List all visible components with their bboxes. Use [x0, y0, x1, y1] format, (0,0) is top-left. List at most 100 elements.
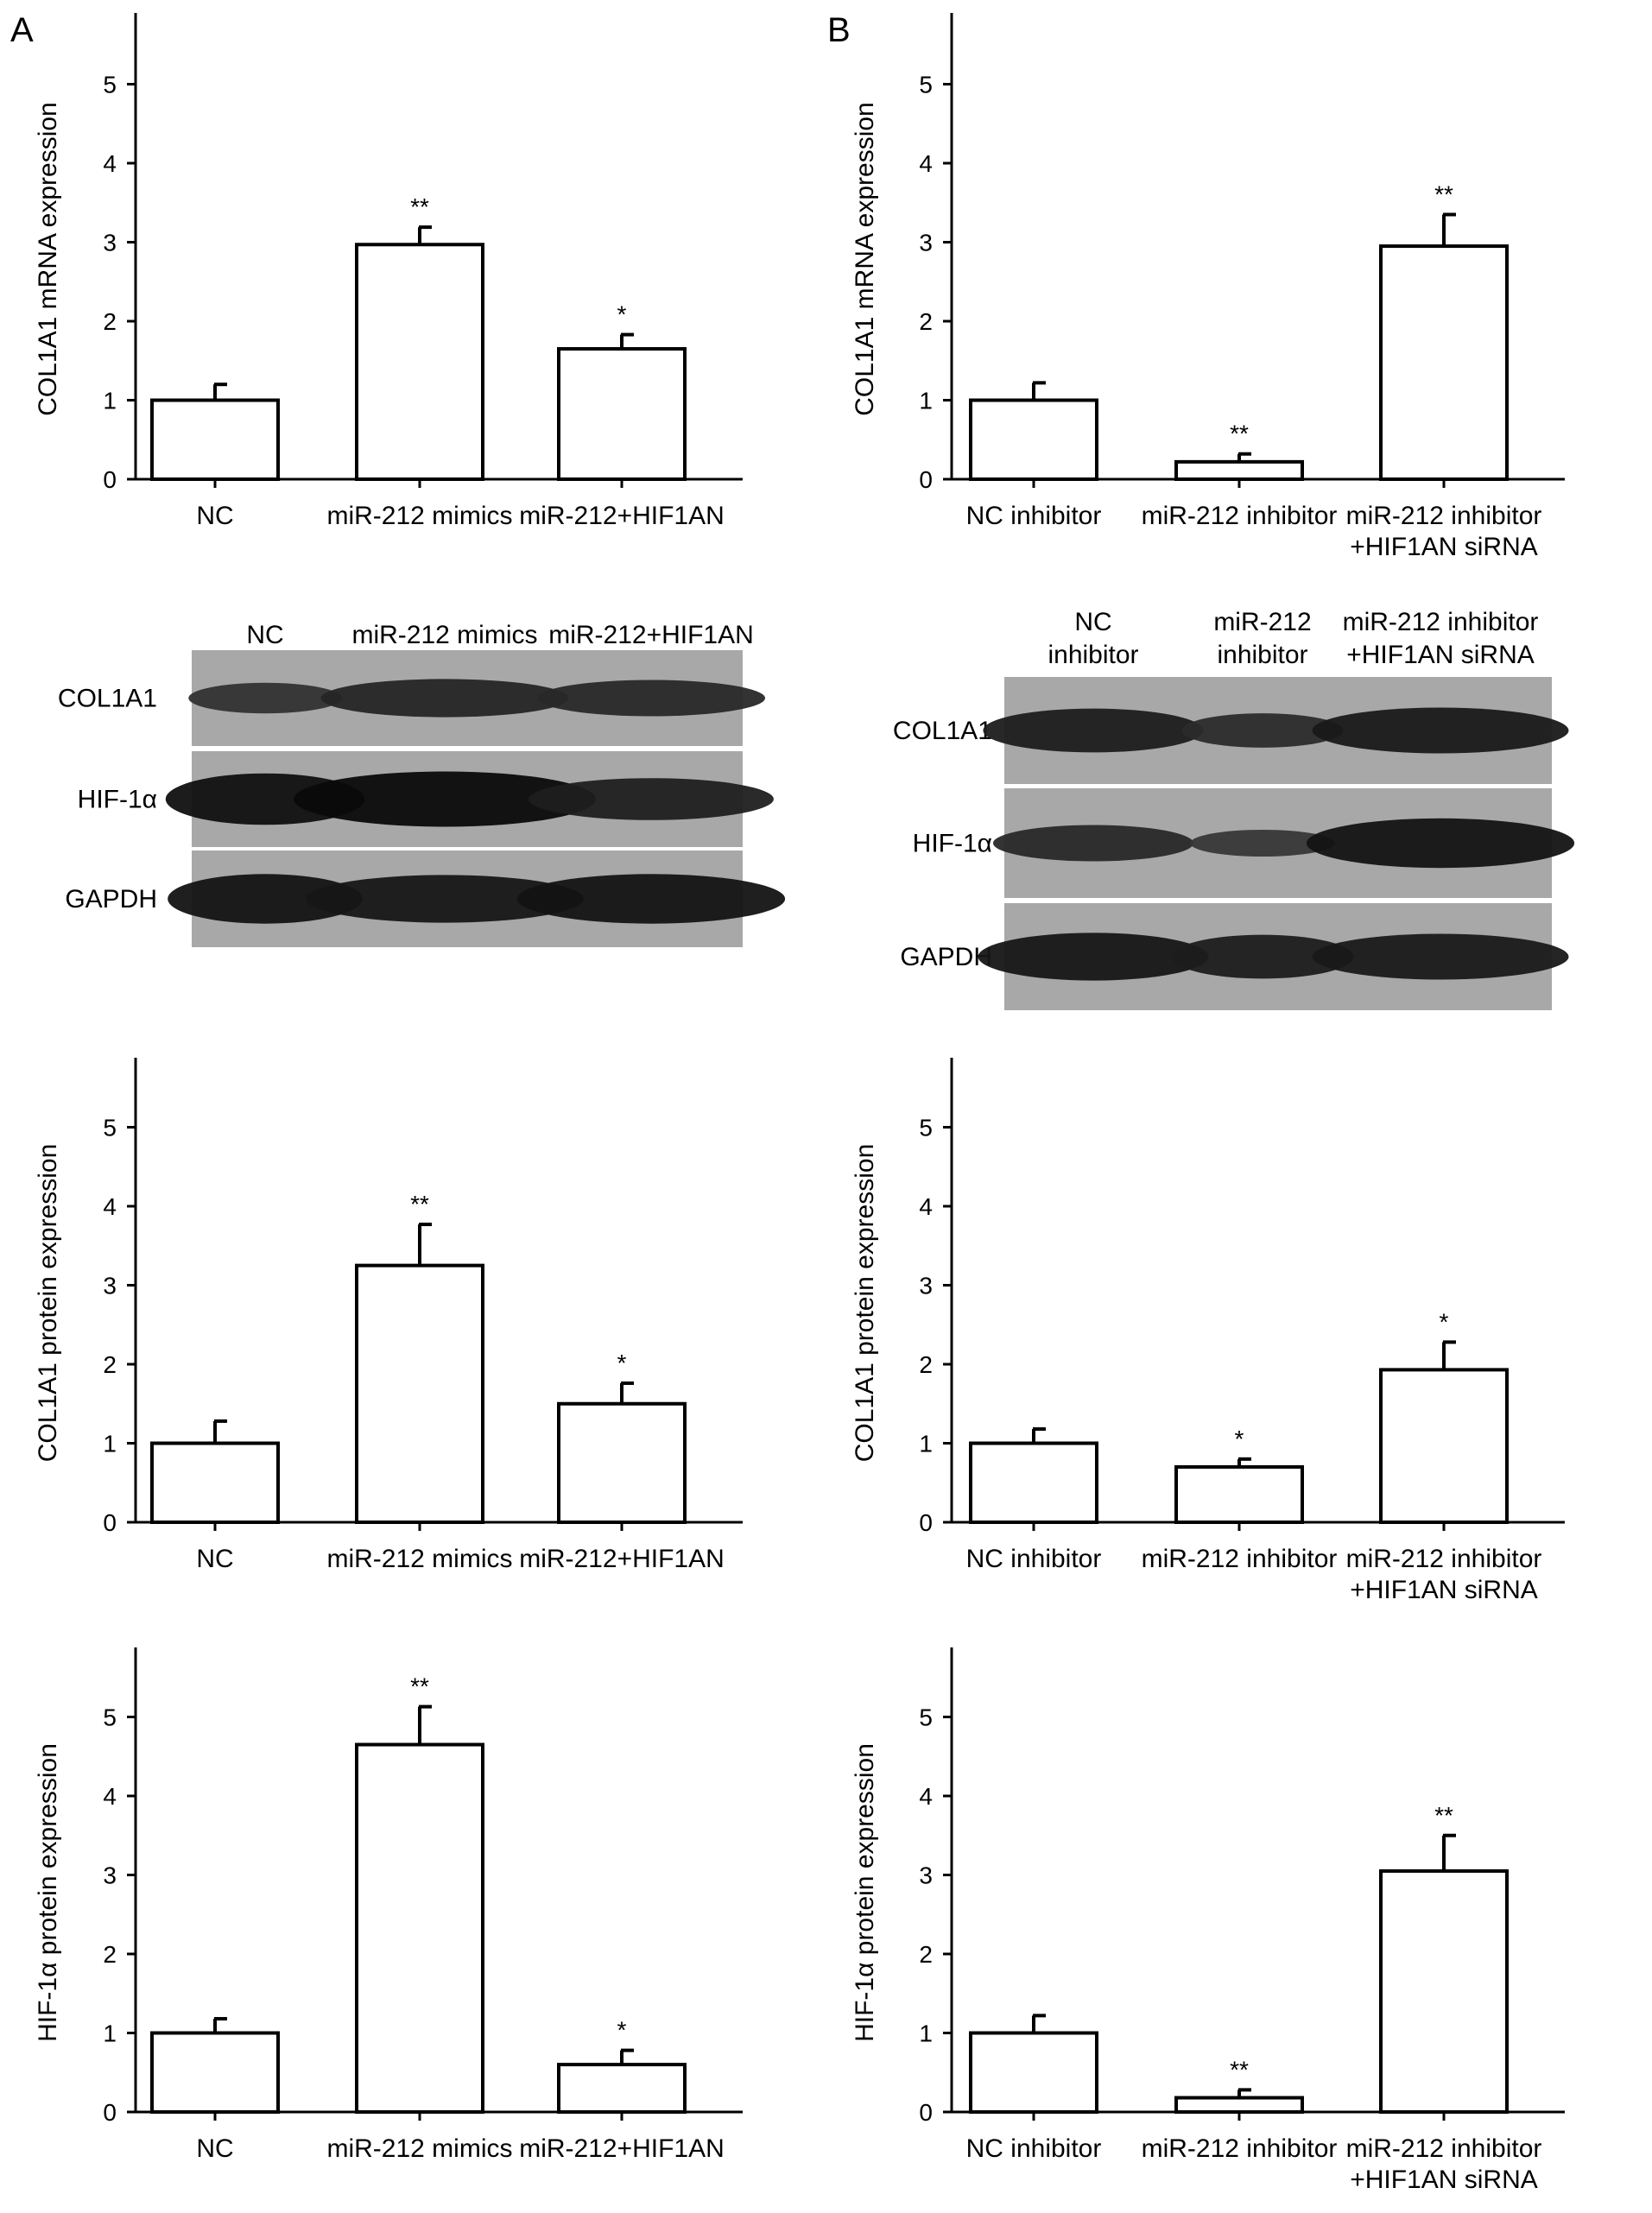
significance-mark: ** [410, 193, 429, 220]
y-tick-label: 4 [103, 1193, 117, 1220]
y-tick-label: 5 [919, 1704, 933, 1731]
bar [1174, 459, 1304, 481]
blot-band [188, 682, 342, 714]
blot-row-label: COL1A1 [893, 717, 992, 745]
chart-col1a1-mrna-b: 0 1 2 3 4 5 COL1A1 mRNA expression NC inhibitor… [851, 13, 1565, 561]
panel-label-b: B [827, 11, 851, 49]
blot-row-label: GAPDH [900, 943, 992, 971]
blot-band [1312, 707, 1569, 754]
y-axis-label: HIF-1α protein expression [851, 1743, 879, 2042]
bar [557, 1401, 687, 1524]
y-tick-label: 3 [103, 230, 117, 256]
x-tick-label: miR-212 inhibitor [1142, 502, 1338, 530]
blot-band [1181, 713, 1344, 748]
x-tick-label: miR-212 mimics [326, 2134, 512, 2163]
x-tick-label: miR-212 mimics [326, 1545, 512, 1573]
x-tick-label: NC inhibitor [966, 502, 1102, 530]
x-tick-label: NC inhibitor [966, 2134, 1102, 2163]
y-tick-label: 2 [103, 1351, 117, 1378]
blot-lane-label: inhibitor [1048, 641, 1138, 669]
blot-band [516, 874, 786, 924]
chart-hif1a-protein-b: 0 1 2 3 4 5 HIF-1α protein expression NC inhibi… [851, 1647, 1565, 2194]
bar [557, 347, 687, 481]
y-axis-label: COL1A1 protein expression [34, 1144, 62, 1463]
chart-col1a1-protein-a: 0 1 2 3 4 5 COL1A1 protein expression NC ** miR-2… [34, 1058, 743, 1573]
bar [969, 1441, 1098, 1524]
y-tick-label: 1 [919, 2020, 933, 2047]
bar [1379, 1368, 1509, 1525]
blot-lane-label: inhibitor [1217, 641, 1307, 669]
x-tick-label: NC [196, 502, 233, 530]
y-tick-label: 5 [103, 1704, 117, 1731]
y-tick-label: 2 [919, 1941, 933, 1968]
significance-mark: ** [410, 1673, 429, 1700]
chart-hif1a-protein-a: 0 1 2 3 4 5 HIF-1α protein expression NC ** miR-2… [34, 1647, 743, 2163]
bar [150, 1441, 280, 1524]
y-tick-label: 3 [919, 1273, 933, 1299]
significance-mark: ** [410, 1191, 429, 1217]
y-tick-label: 4 [919, 1193, 933, 1220]
bar [969, 398, 1098, 481]
y-tick-label: 1 [103, 388, 117, 414]
significance-mark: ** [1434, 180, 1453, 207]
bar [1174, 2096, 1304, 2115]
y-tick-label: 0 [103, 2099, 117, 2126]
significance-mark: ** [1230, 420, 1249, 447]
blot-row-label: COL1A1 [58, 685, 157, 713]
chart-col1a1-mrna-a: 0 1 2 3 4 5 COL1A1 mRNA expression NC ** miR-212 … [34, 13, 743, 530]
y-tick-label: 0 [919, 466, 933, 493]
blot-band [1171, 934, 1354, 979]
significance-mark: * [617, 2017, 627, 2044]
y-tick-label: 0 [103, 466, 117, 493]
blot-row-label: HIF-1α [913, 830, 992, 858]
x-tick-label: +HIF1AN siRNA [1350, 1576, 1538, 1604]
y-tick-label: 2 [919, 1351, 933, 1378]
x-tick-label: +HIF1AN siRNA [1350, 2166, 1538, 2194]
y-tick-label: 4 [103, 1783, 117, 1810]
significance-mark: * [1440, 1308, 1449, 1335]
y-tick-label: 5 [103, 1115, 117, 1141]
bar [150, 398, 280, 481]
blot-band [978, 933, 1209, 981]
bar [1379, 1868, 1509, 2115]
blot-lane-label: miR-212+HIF1AN [548, 621, 754, 649]
significance-mark: ** [1230, 2056, 1249, 2083]
y-axis-label: COL1A1 protein expression [851, 1144, 879, 1463]
y-tick-label: 3 [919, 1862, 933, 1889]
y-tick-label: 1 [103, 2020, 117, 2047]
y-tick-label: 0 [919, 2099, 933, 2126]
x-tick-label: NC [196, 1545, 233, 1573]
blot-band [529, 778, 774, 820]
western-blot-b: NC inhibitor miR-212 inhibitor miR-212 inhib… [893, 608, 1575, 1010]
y-tick-label: 1 [103, 1431, 117, 1457]
bar [355, 243, 484, 481]
y-tick-label: 5 [103, 72, 117, 98]
blot-row-label: HIF-1α [78, 786, 157, 814]
y-tick-label: 2 [103, 1941, 117, 1968]
bar [355, 1263, 484, 1524]
significance-mark: ** [1434, 1802, 1453, 1829]
x-tick-label: miR-212 inhibitor [1346, 1545, 1542, 1573]
x-tick-label: miR-212+HIF1AN [519, 502, 725, 530]
y-tick-label: 4 [919, 1783, 933, 1810]
blot-band [320, 679, 569, 718]
bar [355, 1742, 484, 2115]
x-tick-label: miR-212 inhibitor [1346, 502, 1542, 530]
bar [1174, 1464, 1304, 1524]
bar [969, 2031, 1098, 2114]
y-tick-label: 4 [103, 150, 117, 177]
blot-band [294, 771, 596, 827]
x-tick-label: miR-212 inhibitor [1346, 2134, 1542, 2163]
x-tick-label: miR-212+HIF1AN [519, 2134, 725, 2163]
x-tick-label: NC inhibitor [966, 1545, 1102, 1573]
chart-col1a1-protein-b: 0 1 2 3 4 5 COL1A1 protein expression NC inhibi… [851, 1058, 1565, 1604]
y-tick-label: 5 [919, 72, 933, 98]
blot-band [168, 874, 363, 924]
panel-label-a: A [10, 11, 34, 49]
blot-band [993, 825, 1193, 862]
blot-band [1312, 933, 1569, 980]
y-tick-label: 3 [919, 230, 933, 256]
y-tick-label: 0 [919, 1509, 933, 1536]
y-tick-label: 1 [919, 1431, 933, 1457]
